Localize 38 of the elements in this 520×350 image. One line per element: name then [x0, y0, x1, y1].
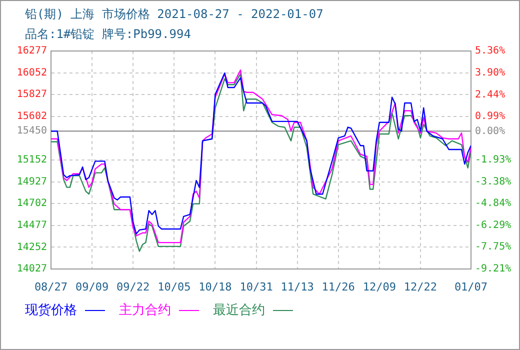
- x-tick-label: 10/05: [158, 280, 191, 294]
- y-tick-label: 15602: [16, 110, 47, 122]
- y-tick-label: 15152: [16, 154, 47, 166]
- y-tick-label: 14927: [16, 176, 47, 188]
- y2-tick-label: -7.75%: [475, 242, 512, 253]
- y-tick-label: 16052: [16, 67, 47, 78]
- y2-tick-label: -4.84%: [475, 198, 512, 210]
- chart-title: 铅(期) 上海 市场价格 2021-08-27 - 2022-01-07: [25, 6, 324, 23]
- y2-tick-label: -9.21%: [475, 264, 512, 275]
- x-tick-label: 11/13: [280, 280, 314, 294]
- x-tick-label: 08/27: [34, 280, 68, 294]
- y2-tick-label: -3.38%: [475, 176, 512, 188]
- x-tick-label: 11/26: [322, 280, 355, 294]
- y2-tick-label: 3.90%: [475, 67, 506, 78]
- y2-tick-label: 0.00%: [475, 126, 506, 137]
- legend-label: 主力合约: [119, 302, 171, 319]
- x-tick-label: 12/09: [362, 280, 396, 294]
- legend-label: 最近合约: [213, 302, 265, 319]
- x-tick-label: 09/09: [75, 280, 109, 294]
- y2-tick-label: -6.29%: [475, 220, 512, 231]
- y2-tick-label: 5.36%: [475, 46, 506, 57]
- y2-tick-label: 0.99%: [475, 110, 506, 122]
- legend-label: 现货价格: [25, 302, 77, 319]
- y-tick-label: 14702: [16, 198, 47, 210]
- x-tick-label: 10/31: [240, 280, 273, 294]
- y-tick-label: 14477: [16, 220, 47, 231]
- y-tick-label: 15827: [16, 89, 47, 100]
- y-tick-label: 14252: [16, 242, 47, 253]
- chart-subtitle: 品名:1#铅锭 牌号:Pb99.994: [25, 26, 191, 43]
- x-tick-label: 12/22: [404, 280, 438, 294]
- y-tick-label: 14027: [16, 264, 47, 275]
- y-tick-label: 15450: [16, 126, 47, 137]
- x-tick-label: 01/07: [454, 280, 488, 294]
- x-tick-label: 09/22: [116, 280, 150, 294]
- y-tick-label: 16277: [16, 46, 47, 57]
- x-tick-label: 10/18: [198, 280, 232, 294]
- y2-tick-label: 2.44%: [475, 89, 506, 100]
- y2-tick-label: -1.93%: [475, 154, 512, 166]
